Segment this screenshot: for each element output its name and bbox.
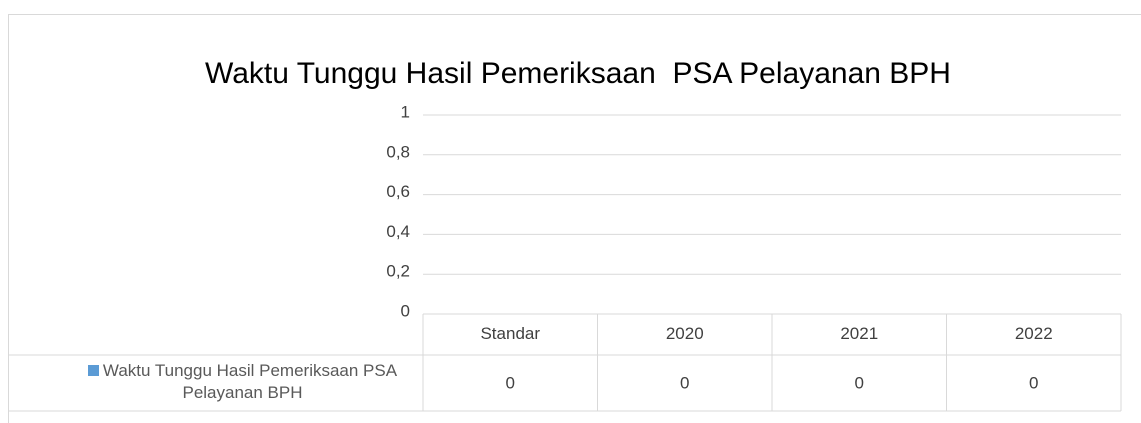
y-tick-label: 1 [401,102,410,121]
table-value: 0 [506,373,515,392]
y-tick-label: 0,8 [386,142,410,161]
x-tick-label: 2021 [840,324,878,343]
table-value: 0 [1029,373,1038,392]
y-tick-label: 0,4 [386,222,410,241]
table-value: 0 [855,373,864,392]
y-tick-label: 0,6 [386,182,410,201]
chart-title: Waktu Tunggu Hasil Pemeriksaan PSA Pelay… [205,57,951,90]
y-tick-label: 0 [401,301,410,320]
x-tick-label: 2022 [1015,324,1053,343]
x-tick-label: 2020 [666,324,704,343]
legend-key [87,365,99,376]
y-tick-label: 0,2 [386,262,410,281]
legend-label: Waktu Tunggu Hasil Pemeriksaan PSA Pelay… [102,361,398,402]
table-value: 0 [680,373,689,392]
legend-cell: Waktu Tunggu Hasil Pemeriksaan PSA Pelay… [70,360,415,404]
x-tick-label: Standar [480,324,540,343]
chart-border [8,14,1141,423]
